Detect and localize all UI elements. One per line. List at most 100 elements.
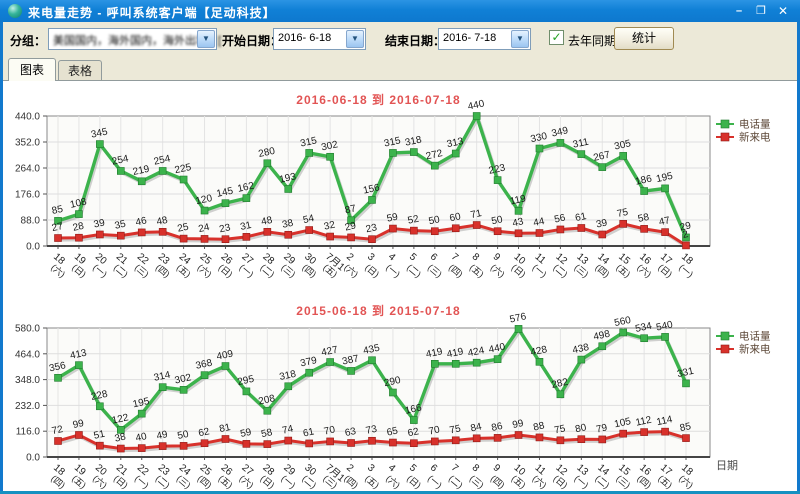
data-point [410,416,418,424]
end-date-picker[interactable]: 2016- 7-18 ▼ [438,28,531,50]
data-label: 44 [532,216,546,229]
data-point [263,440,272,448]
tab-table[interactable]: 表格 [58,60,102,81]
data-label: 368 [195,358,214,372]
data-label: 70 [323,424,337,437]
data-point [96,402,104,411]
close-button[interactable]: ✕ [777,4,789,18]
group-select[interactable]: 美国国内，海外国内，海外出境，[ ▼ [48,28,221,50]
data-point [54,217,62,225]
data-label: 38 [114,431,128,444]
data-point [577,150,586,158]
data-point [598,230,607,239]
data-point [179,175,188,184]
x-axis-label: 11(六) [531,462,550,490]
data-point [137,409,146,418]
svg-text:9: 9 [491,251,503,263]
data-point [75,431,83,439]
svg-text:(五): (五) [656,473,674,490]
last-year-checkbox[interactable]: ✓ [549,30,564,45]
data-label: 193 [278,171,297,185]
data-point [284,382,293,391]
svg-text:(六): (六) [91,473,110,491]
y-axis-tick: 88.0 [21,216,41,227]
x-axis-label: 24(三) [175,462,193,490]
start-date-picker[interactable]: 2016- 6-18 ▼ [273,28,366,50]
y-axis-tick: 464.0 [15,349,40,360]
data-point [368,356,376,365]
data-label: 29 [679,220,693,233]
data-label: 166 [404,402,423,416]
svg-text:(一): (一) [384,262,402,279]
data-point [75,361,83,369]
data-label: 576 [509,311,528,325]
data-label: 65 [386,425,400,438]
svg-text:(一): (一) [91,262,109,279]
data-point [556,436,565,445]
data-point [284,436,293,445]
data-label: 81 [218,422,232,435]
data-point [389,388,397,397]
x-axis-label: 11(一) [531,251,549,279]
svg-text:(一): (一) [572,473,590,490]
data-point [493,176,502,184]
svg-text:6: 6 [428,462,440,474]
data-point [472,221,481,229]
chevron-down-icon[interactable]: ▼ [511,30,529,48]
data-point [451,149,460,158]
svg-text:7: 7 [449,251,461,263]
data-point [305,149,314,157]
svg-text:(五): (五) [175,262,193,279]
svg-text:(六): (六) [49,262,68,280]
x-axis-label: 26(五) [217,462,235,490]
minimize-button[interactable]: – [735,5,743,17]
data-label: 356 [48,360,67,374]
data-label: 35 [114,219,128,232]
x-axis-label: 18(六) [49,251,68,280]
svg-text:(五): (五) [614,262,632,279]
maximize-button[interactable]: ❐ [756,5,766,17]
data-label: 105 [613,416,632,430]
data-label: 54 [302,213,316,226]
svg-text:(二): (二) [154,473,172,490]
data-label: 228 [90,389,109,403]
y-axis-tick: 352.0 [15,138,40,149]
trend-chart-2015: 2015-06-18 到 2015-07-18 580.0 464.0 348.0 23… [6,300,796,494]
legend-marker-icon [720,344,730,354]
svg-text:(日): (日) [258,473,276,490]
chevron-down-icon[interactable]: ▼ [197,30,215,48]
data-point [661,228,669,236]
svg-text:5: 5 [407,251,419,263]
data-point [430,360,439,368]
statistics-button[interactable]: 统计 [614,27,674,50]
data-label: 99 [72,418,86,431]
data-label: 75 [616,207,630,220]
svg-text:2: 2 [344,251,356,263]
x-axis-label: 5(日) [405,462,423,490]
data-label: 48 [156,215,170,228]
window-titlebar[interactable]: 来电量走势 - 呼叫系统客户端【足动科技】 – ❐ ✕ [0,0,800,22]
data-label: 195 [132,396,151,410]
data-label: 313 [446,136,465,150]
data-label: 254 [153,153,172,167]
x-axis-label: 3(日) [363,251,381,279]
data-label: 120 [195,193,214,207]
svg-text:(二): (二) [447,473,465,490]
data-point [556,225,565,234]
data-point [598,163,607,171]
svg-text:(三): (三) [572,262,590,279]
chevron-down-icon[interactable]: ▼ [346,30,364,48]
data-point [117,426,125,434]
data-label: 427 [320,344,339,358]
x-axis-label: 3(五) [363,462,381,490]
data-point [96,441,104,450]
data-point [305,368,314,377]
data-point [263,406,272,415]
x-axis-label: 7月1(五) [321,251,347,280]
x-axis-label: 26(日) [217,251,235,279]
svg-text:(三): (三) [279,262,297,279]
tab-chart[interactable]: 图表 [8,58,56,81]
data-label: 419 [446,346,465,360]
svg-text:(六): (六) [196,262,215,280]
